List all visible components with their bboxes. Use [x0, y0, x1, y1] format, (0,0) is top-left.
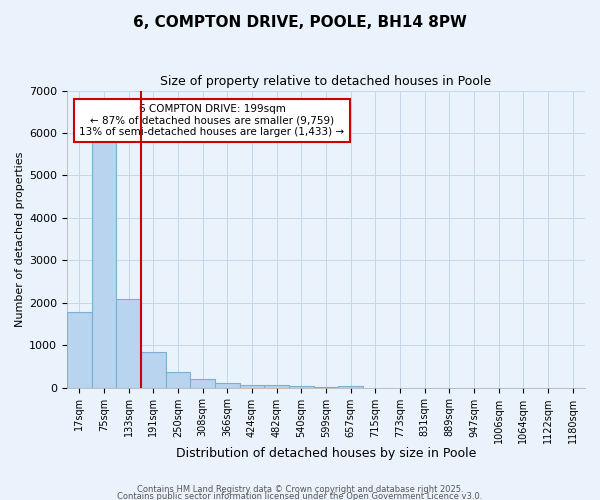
- Text: 6, COMPTON DRIVE, POOLE, BH14 8PW: 6, COMPTON DRIVE, POOLE, BH14 8PW: [133, 15, 467, 30]
- Title: Size of property relative to detached houses in Poole: Size of property relative to detached ho…: [160, 75, 491, 88]
- Bar: [239, 384, 265, 388]
- Bar: [314, 386, 338, 388]
- Bar: [166, 372, 190, 388]
- Bar: [67, 312, 92, 388]
- X-axis label: Distribution of detached houses by size in Poole: Distribution of detached houses by size …: [176, 447, 476, 460]
- Bar: [92, 142, 116, 388]
- Text: Contains public sector information licensed under the Open Government Licence v3: Contains public sector information licen…: [118, 492, 482, 500]
- Bar: [141, 352, 166, 388]
- Bar: [190, 378, 215, 388]
- Bar: [116, 299, 141, 388]
- Bar: [338, 386, 363, 388]
- Text: Contains HM Land Registry data © Crown copyright and database right 2025.: Contains HM Land Registry data © Crown c…: [137, 486, 463, 494]
- Bar: [215, 384, 239, 388]
- Y-axis label: Number of detached properties: Number of detached properties: [15, 152, 25, 327]
- Bar: [265, 386, 289, 388]
- Bar: [289, 386, 314, 388]
- Text: 6 COMPTON DRIVE: 199sqm
← 87% of detached houses are smaller (9,759)
13% of semi: 6 COMPTON DRIVE: 199sqm ← 87% of detache…: [79, 104, 344, 137]
